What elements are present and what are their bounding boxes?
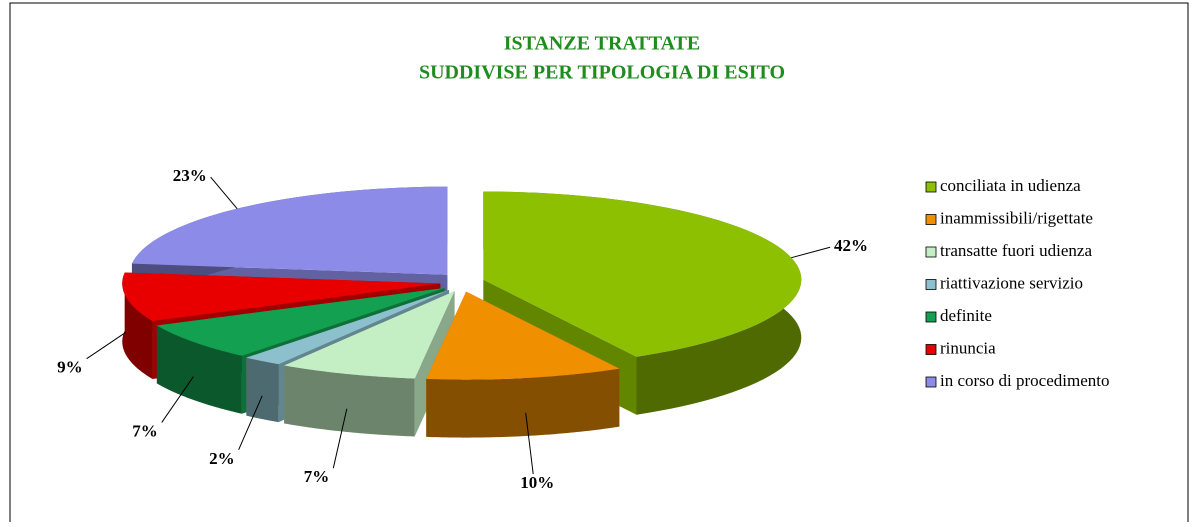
data-label: 2% xyxy=(209,449,235,468)
chart-subtitle: SUDDIVISE PER TIPOLOGIA DI ESITO xyxy=(419,62,785,84)
legend-swatch xyxy=(925,376,937,388)
data-label: 23% xyxy=(173,166,207,185)
legend-swatch xyxy=(925,181,937,193)
slice-top xyxy=(122,272,441,321)
leader-line xyxy=(161,376,194,423)
slice xyxy=(426,291,620,438)
legend-label: in corso di procedimento xyxy=(940,371,1110,390)
legend-label: transatte fuori udienza xyxy=(940,241,1092,260)
data-label: 9% xyxy=(57,358,83,377)
legend-swatch xyxy=(925,279,937,290)
slice-top xyxy=(284,291,455,379)
legend-swatch xyxy=(925,246,937,258)
slice-side xyxy=(246,357,279,423)
slice-top xyxy=(246,289,450,365)
slice-side xyxy=(156,325,242,414)
legend-swatch xyxy=(925,214,937,225)
slice-top xyxy=(156,287,445,356)
leader-line xyxy=(210,176,238,210)
leader-line xyxy=(525,412,534,475)
slice-top xyxy=(483,191,802,357)
data-label: 42% xyxy=(834,236,868,255)
legend-label: definite xyxy=(940,306,992,325)
legend-label: riattivazione servizio xyxy=(940,273,1083,292)
leader-line xyxy=(332,408,348,469)
data-label: 10% xyxy=(520,473,554,492)
slice-side xyxy=(426,368,620,438)
chart-title: ISTANZE TRATTATE xyxy=(504,33,701,55)
slice-side xyxy=(122,272,153,379)
leader-line xyxy=(238,395,263,451)
leader-line xyxy=(86,331,127,360)
legend-label: rinuncia xyxy=(940,338,996,357)
data-label: 7% xyxy=(132,421,158,440)
legend-label: conciliata in udienza xyxy=(940,176,1081,195)
data-label: 7% xyxy=(304,467,330,486)
slice-top xyxy=(426,291,620,380)
slice-top xyxy=(131,186,448,275)
legend-swatch xyxy=(925,344,937,355)
legend-swatch xyxy=(925,311,937,323)
leader-line xyxy=(791,246,831,259)
slice xyxy=(284,291,455,437)
legend-label: inammissibili/rigettate xyxy=(940,208,1093,227)
slice-side xyxy=(284,365,415,437)
